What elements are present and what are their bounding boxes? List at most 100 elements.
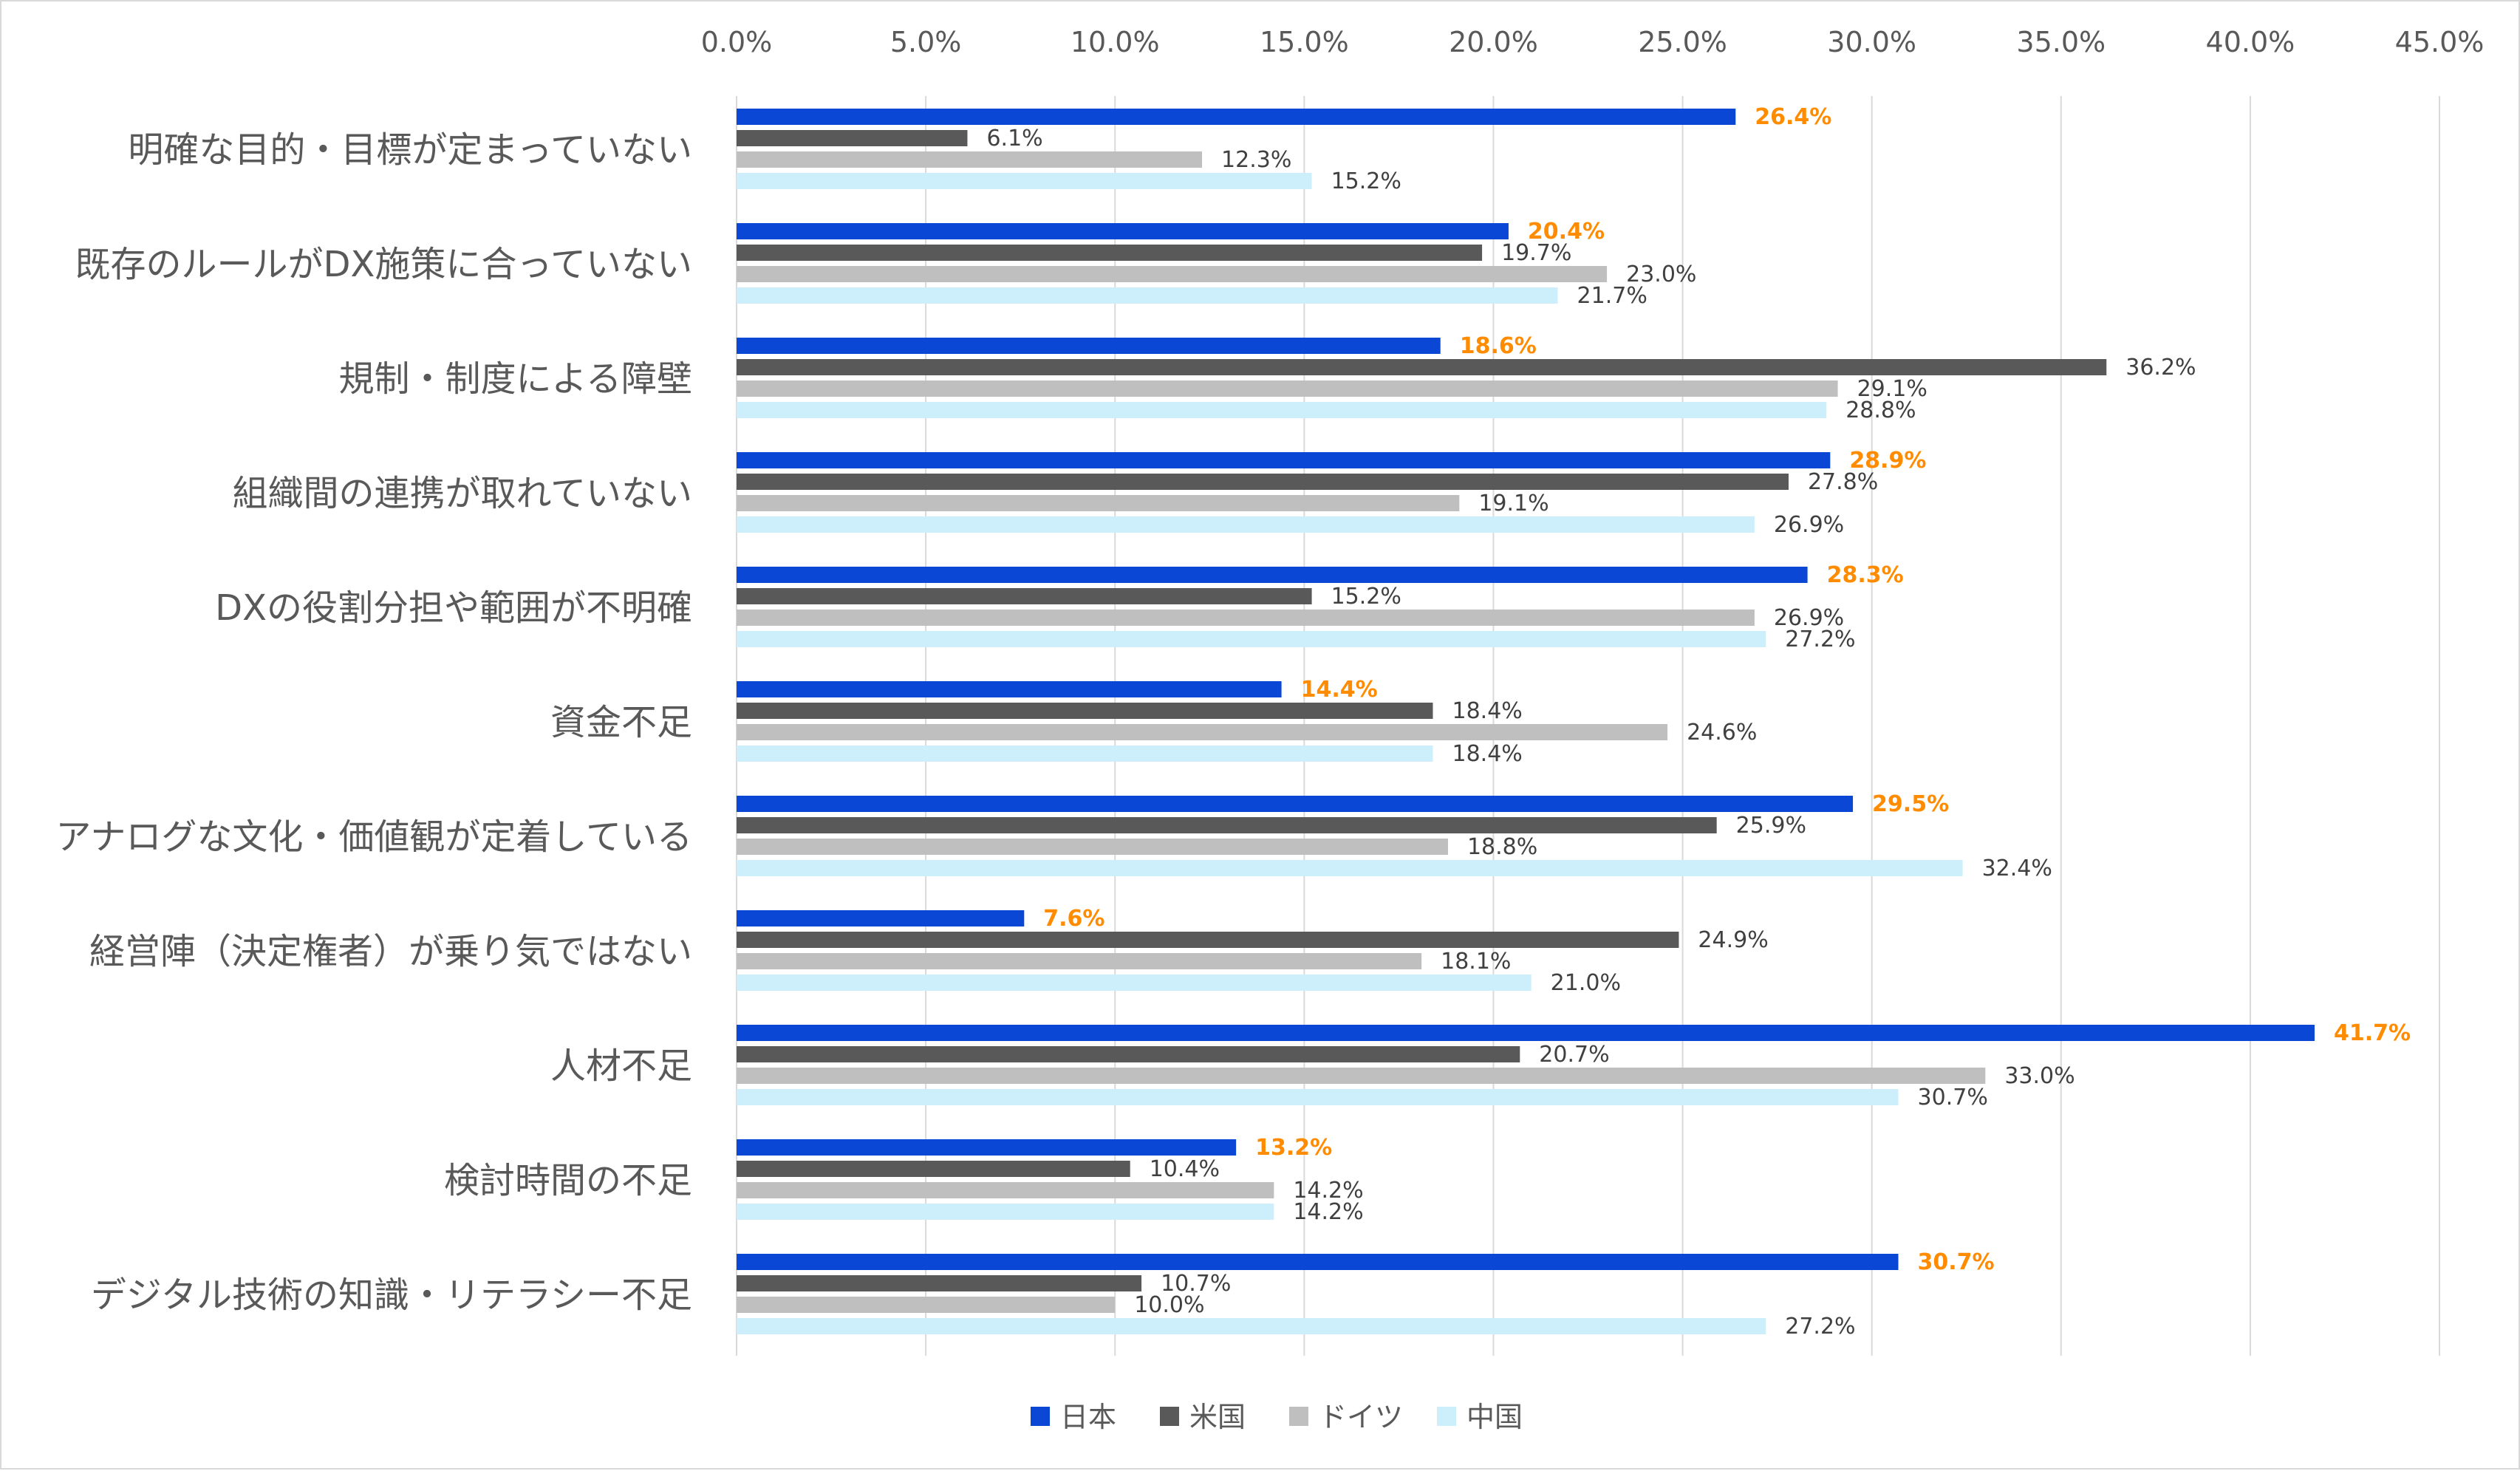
data-label: 10.4% (1150, 1156, 1220, 1182)
data-label: 27.2% (1785, 627, 1855, 652)
data-label: 20.4% (1528, 219, 1605, 245)
data-label: 7.6% (1043, 906, 1104, 932)
data-label: 19.7% (1501, 240, 1571, 266)
data-label: 26.4% (1755, 104, 1831, 130)
bar (737, 1025, 2315, 1041)
data-label: 30.7% (1918, 1249, 1995, 1275)
bar (737, 631, 1766, 647)
data-label: 27.8% (1808, 469, 1878, 495)
bar (737, 402, 1827, 418)
value-labels: 26.4% 6.1% 12.3% 15.2% 20.4%19.7% 23.0%21.7% 1… (986, 104, 2411, 1339)
data-label: 18.8% (1467, 834, 1537, 860)
data-label: 19.1% (1478, 491, 1548, 516)
bar (737, 245, 1483, 261)
category-label: アナログな文化・価値観が定着している (55, 816, 692, 858)
data-label: 6.1% (986, 126, 1042, 151)
category-label: 経営陣（決定権者）が乗り気ではない (89, 931, 692, 972)
category-labels: 明確な目的・目標が定まっていない既存のルールがDX施策に合っていない規制・制度に… (55, 129, 692, 1316)
data-label: 21.0% (1551, 970, 1621, 996)
bar (737, 610, 1755, 626)
data-label: 10.7% (1161, 1271, 1231, 1297)
data-label: 13.2% (1255, 1135, 1332, 1161)
data-label: 15.2% (1331, 168, 1401, 194)
bar (737, 452, 1831, 468)
x-tick-label: 30.0% (1827, 26, 1916, 58)
bar (737, 817, 1717, 833)
x-tick-label: 20.0% (1449, 26, 1538, 58)
bar (737, 1089, 1899, 1105)
data-label: 18.4% (1452, 741, 1522, 767)
bar (737, 495, 1460, 511)
category-label: 人材不足 (550, 1045, 692, 1087)
bar (737, 380, 1838, 397)
bar (737, 910, 1025, 926)
data-label: 14.2% (1293, 1199, 1363, 1225)
bar (737, 338, 1441, 354)
x-tick-label: 35.0% (2016, 26, 2106, 58)
data-label: 23.0% (1626, 262, 1696, 287)
bar (737, 745, 1433, 762)
legend-label: 米国 (1189, 1401, 1246, 1433)
data-label: 32.4% (1982, 856, 2052, 881)
legend-swatch (1160, 1407, 1179, 1426)
data-label: 25.9% (1736, 813, 1806, 839)
bar (737, 953, 1422, 969)
bar (737, 1204, 1274, 1220)
x-tick-label: 40.0% (2206, 26, 2295, 58)
data-label: 26.9% (1774, 512, 1844, 538)
bar (737, 266, 1608, 282)
data-label: 21.7% (1577, 283, 1647, 309)
data-label: 12.3% (1221, 147, 1291, 173)
category-label: 資金不足 (550, 702, 692, 743)
data-label: 10.0% (1134, 1292, 1204, 1318)
data-label: 36.2% (2125, 355, 2196, 380)
bar (737, 1318, 1766, 1334)
category-label: 規制・制度による障壁 (338, 358, 692, 400)
data-label: 18.1% (1441, 949, 1511, 975)
legend-swatch (1437, 1407, 1456, 1426)
category-label: 検討時間の不足 (444, 1160, 692, 1201)
bar (737, 860, 1963, 876)
legend: 日本 米国 ドイツ 中国 (1031, 1401, 1523, 1433)
data-label: 29.1% (1857, 376, 1927, 402)
bar (737, 839, 1448, 855)
data-label: 28.8% (1845, 397, 1916, 423)
bar (737, 796, 1854, 812)
data-label: 20.7% (1539, 1042, 1609, 1068)
data-label: 18.6% (1460, 333, 1537, 359)
bar (737, 588, 1312, 604)
x-tick-label: 10.0% (1071, 26, 1160, 58)
bar (737, 474, 1789, 490)
x-tick-label: 25.0% (1638, 26, 1727, 58)
bar (737, 1182, 1274, 1198)
data-label: 28.3% (1827, 562, 1904, 588)
bar (737, 1297, 1116, 1313)
bar (737, 287, 1558, 304)
legend-label: 日本 (1060, 1401, 1116, 1433)
data-label: 24.6% (1687, 720, 1757, 745)
x-tick-label: 0.0% (701, 26, 773, 58)
bar (737, 173, 1312, 189)
bar (737, 567, 1808, 583)
data-label: 27.2% (1785, 1314, 1855, 1339)
bar (737, 1275, 1142, 1291)
category-label: デジタル技術の知識・リテラシー不足 (91, 1274, 692, 1316)
data-label: 41.7% (2334, 1020, 2411, 1046)
data-label: 18.4% (1452, 698, 1522, 724)
data-label: 14.4% (1301, 677, 1378, 703)
data-label: 28.9% (1849, 448, 1926, 474)
bar (737, 151, 1203, 168)
x-tick-label: 15.0% (1260, 26, 1349, 58)
bar (737, 1068, 1986, 1084)
category-label: 明確な目的・目標が定まっていない (128, 129, 692, 171)
data-label: 26.9% (1774, 605, 1844, 631)
bar (737, 975, 1532, 991)
bar (737, 109, 1736, 125)
bar (737, 516, 1755, 533)
x-tick-label: 45.0% (2395, 26, 2485, 58)
data-label: 30.7% (1918, 1085, 1988, 1110)
data-label: 24.9% (1698, 927, 1768, 953)
bar (737, 1161, 1130, 1177)
